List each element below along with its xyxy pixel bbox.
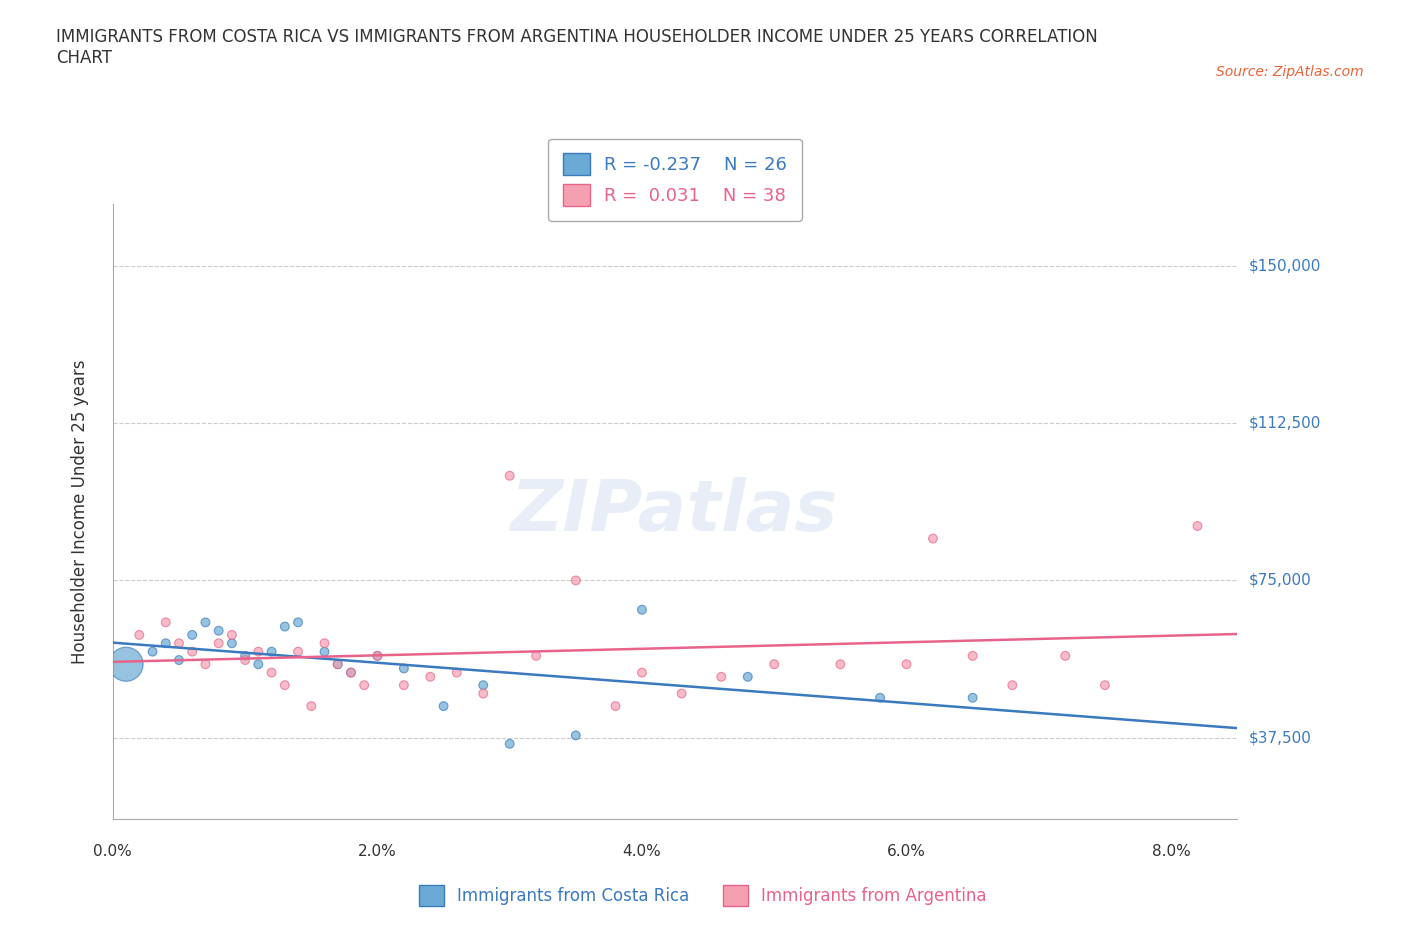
Point — [1187, 519, 1209, 534]
Text: $150,000: $150,000 — [1249, 259, 1320, 273]
Legend: R = -0.237    N = 26, R =  0.031    N = 38: R = -0.237 N = 26, R = 0.031 N = 38 — [548, 139, 801, 220]
Point — [472, 678, 495, 693]
Point — [340, 665, 363, 680]
Point — [274, 678, 297, 693]
Point — [631, 603, 654, 618]
Y-axis label: Householder Income Under 25 years: Householder Income Under 25 years — [72, 359, 89, 664]
Point — [392, 661, 415, 676]
Point — [167, 653, 190, 668]
Point — [314, 644, 336, 659]
Point — [499, 737, 522, 751]
Point — [1001, 678, 1024, 693]
Point — [472, 686, 495, 701]
Point — [896, 657, 918, 671]
Text: IMMIGRANTS FROM COSTA RICA VS IMMIGRANTS FROM ARGENTINA HOUSEHOLDER INCOME UNDER: IMMIGRANTS FROM COSTA RICA VS IMMIGRANTS… — [56, 28, 1098, 67]
Point — [115, 657, 138, 671]
Point — [524, 648, 547, 663]
Point — [221, 636, 243, 651]
Point — [221, 628, 243, 643]
Point — [233, 653, 256, 668]
Point — [366, 648, 388, 663]
Text: 0.0%: 0.0% — [93, 844, 132, 859]
Point — [128, 628, 150, 643]
Point — [962, 648, 984, 663]
Point — [432, 698, 454, 713]
Point — [208, 636, 231, 651]
Point — [353, 678, 375, 693]
Point — [605, 698, 627, 713]
Point — [141, 644, 163, 659]
Point — [233, 648, 256, 663]
Text: ZIPatlas: ZIPatlas — [512, 477, 839, 546]
Point — [446, 665, 468, 680]
Point — [287, 615, 309, 630]
Point — [922, 531, 945, 546]
Point — [869, 690, 891, 705]
Point — [710, 670, 733, 684]
Point — [392, 678, 415, 693]
Point — [181, 628, 204, 643]
Text: $75,000: $75,000 — [1249, 573, 1310, 588]
Point — [167, 636, 190, 651]
Text: $112,500: $112,500 — [1249, 416, 1320, 431]
Point — [260, 665, 283, 680]
Point — [287, 644, 309, 659]
Point — [208, 623, 231, 638]
Point — [366, 648, 388, 663]
Point — [671, 686, 693, 701]
Point — [194, 657, 217, 671]
Point — [631, 665, 654, 680]
Point — [763, 657, 786, 671]
Point — [565, 728, 588, 743]
Text: Source: ZipAtlas.com: Source: ZipAtlas.com — [1216, 65, 1364, 79]
Point — [499, 469, 522, 484]
Point — [314, 636, 336, 651]
Text: 4.0%: 4.0% — [623, 844, 661, 859]
Legend: Immigrants from Costa Rica, Immigrants from Argentina: Immigrants from Costa Rica, Immigrants f… — [412, 879, 994, 912]
Point — [299, 698, 322, 713]
Point — [340, 665, 363, 680]
Point — [247, 657, 270, 671]
Text: 2.0%: 2.0% — [359, 844, 396, 859]
Point — [194, 615, 217, 630]
Point — [181, 644, 204, 659]
Point — [247, 644, 270, 659]
Point — [565, 573, 588, 588]
Text: $37,500: $37,500 — [1249, 730, 1312, 745]
Point — [260, 644, 283, 659]
Point — [326, 657, 349, 671]
Point — [830, 657, 852, 671]
Point — [419, 670, 441, 684]
Point — [737, 670, 759, 684]
Point — [326, 657, 349, 671]
Point — [155, 636, 177, 651]
Text: 6.0%: 6.0% — [887, 844, 927, 859]
Point — [1094, 678, 1116, 693]
Point — [1054, 648, 1077, 663]
Point — [962, 690, 984, 705]
Point — [274, 619, 297, 634]
Text: 8.0%: 8.0% — [1152, 844, 1191, 859]
Point — [155, 615, 177, 630]
